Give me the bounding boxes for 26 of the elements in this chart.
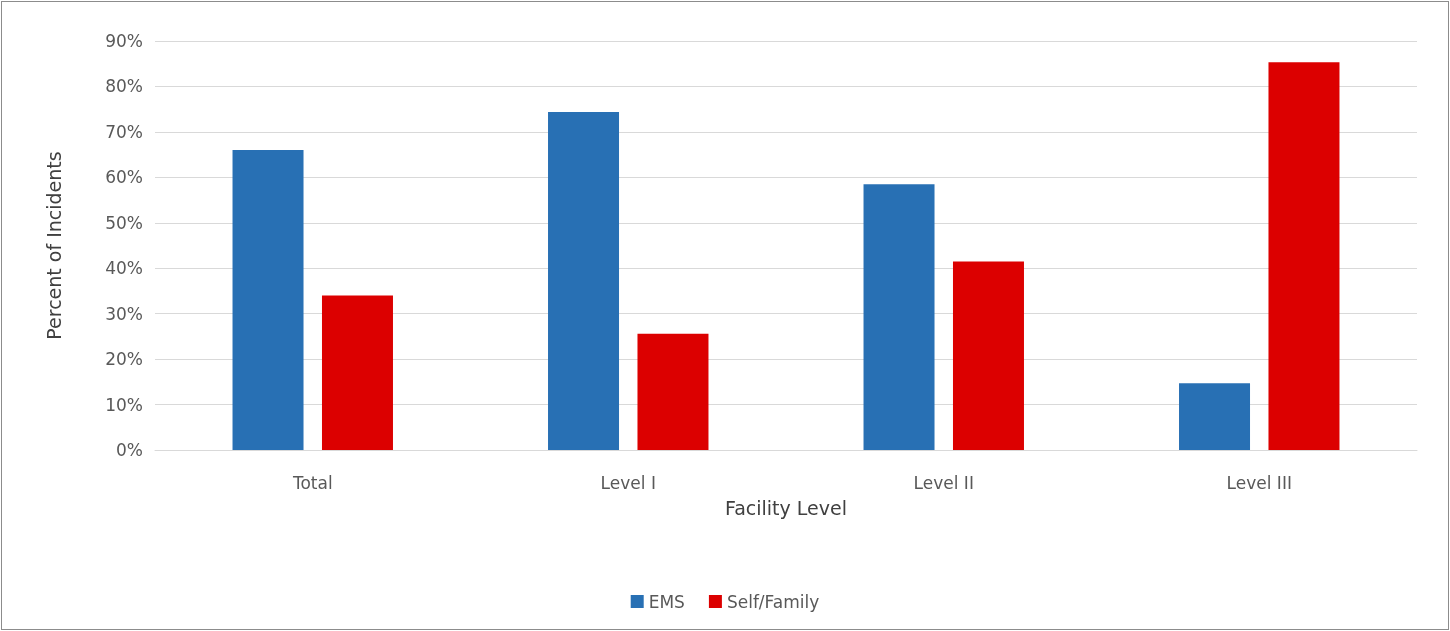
y-tick-label: 20%: [105, 349, 143, 370]
y-tick-label: 80%: [105, 76, 143, 97]
y-tick-label: 0%: [116, 440, 143, 460]
x-tick-label: Level I: [600, 472, 656, 493]
bar: [232, 150, 304, 450]
bar: [1179, 383, 1251, 450]
y-tick-label: 70%: [105, 121, 143, 142]
y-tick-label: 30%: [105, 303, 143, 324]
x-tick-label: Level III: [1226, 472, 1292, 493]
y-tick-label: 40%: [105, 258, 143, 279]
legend-label: EMS: [648, 591, 685, 612]
bar: [1268, 62, 1340, 450]
legend-label: Self/Family: [726, 591, 820, 612]
bar: [321, 295, 393, 450]
x-axis-title: Facility Level: [725, 496, 847, 519]
bar: [952, 261, 1024, 450]
bar: [637, 333, 709, 450]
x-tick-label: Total: [291, 472, 333, 493]
y-axis-title: Percent of Incidents: [42, 151, 65, 340]
y-tick-label: 90%: [105, 31, 143, 51]
y-tick-label: 10%: [105, 394, 143, 415]
y-tick-label: 50%: [105, 212, 143, 233]
x-tick-label: Level II: [913, 472, 974, 493]
bar: [863, 184, 935, 450]
y-tick-label: 60%: [105, 167, 143, 188]
bar: [548, 111, 620, 450]
